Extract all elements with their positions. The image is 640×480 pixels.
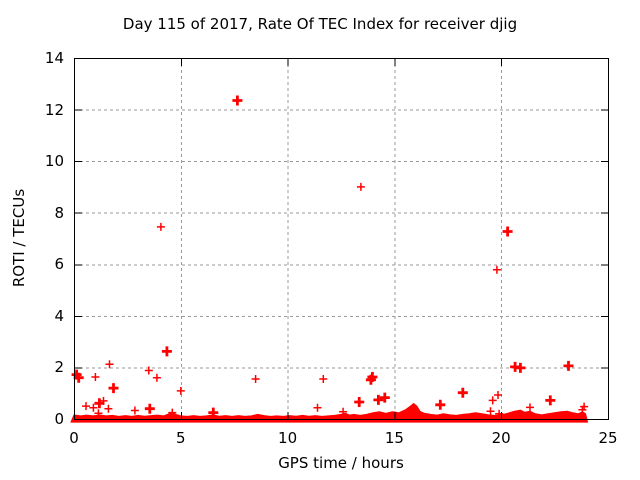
data-point-marker [373,394,384,405]
data-point-marker [89,403,98,412]
data-point-marker [563,360,574,371]
data-point-marker [486,407,495,416]
x-tick-label: 25 [598,429,618,447]
chart-title: Day 115 of 2017, Rate Of TEC Index for r… [122,15,518,33]
data-point-marker [94,409,103,418]
axis-ticks [74,58,609,420]
data-point-marker [161,346,172,357]
y-tick-label: 10 [44,152,64,171]
data-point-marker [367,372,378,382]
y-tick-label: 8 [54,203,64,222]
data-point-marker [526,403,534,412]
data-point-marker [104,404,113,413]
data-point-marker [545,395,556,406]
data-point-marker [105,360,114,369]
data-point-marker [580,402,589,411]
data-point-marker [144,403,155,414]
data-point-marker [251,375,260,383]
x-tick-label: 15 [384,429,404,447]
data-point-marker [379,392,390,403]
plot-border [74,58,609,420]
x-tick-label: 10 [278,429,298,447]
data-point-marker [108,383,119,394]
data-point-marker [494,391,502,399]
data-point-marker [82,402,90,411]
y-tick-label: 6 [54,255,64,274]
data-point-marker [356,182,365,191]
grid-lines [74,58,608,419]
x-axis-label: GPS time / hours [278,454,404,472]
data-point-marker [91,373,100,381]
data-point-marker [152,373,161,382]
data-point-marker [99,396,108,405]
data-point-marker [435,399,446,410]
x-tick-label: 5 [176,429,186,447]
data-point-marker [457,387,468,398]
y-axis-label: ROTI / TECUs [10,188,28,288]
data-point-marker [208,407,219,418]
data-points [71,95,589,418]
x-tick-label: 20 [491,429,511,447]
data-point-marker [492,265,501,274]
data-point-marker [156,222,165,231]
x-tick-label: 0 [69,429,79,447]
data-point-marker [73,372,84,383]
data-point-marker [354,397,365,407]
data-point-marker [319,375,328,383]
data-point-marker [94,398,105,409]
y-tick-label: 2 [54,358,64,377]
data-point-marker [168,408,177,417]
data-point-marker [176,386,185,395]
data-point-marker [232,95,243,106]
y-tick-label: 14 [44,49,64,67]
data-point-marker [144,366,153,375]
data-point-marker [488,396,497,405]
data-point-marker [515,362,526,373]
y-tick-label: 12 [44,100,64,119]
data-point-marker [339,407,348,416]
y-tick-label: 0 [54,410,64,428]
data-point-marker [130,406,139,415]
data-point-marker [502,226,513,237]
y-tick-label: 4 [54,306,64,325]
data-point-marker [313,403,322,412]
